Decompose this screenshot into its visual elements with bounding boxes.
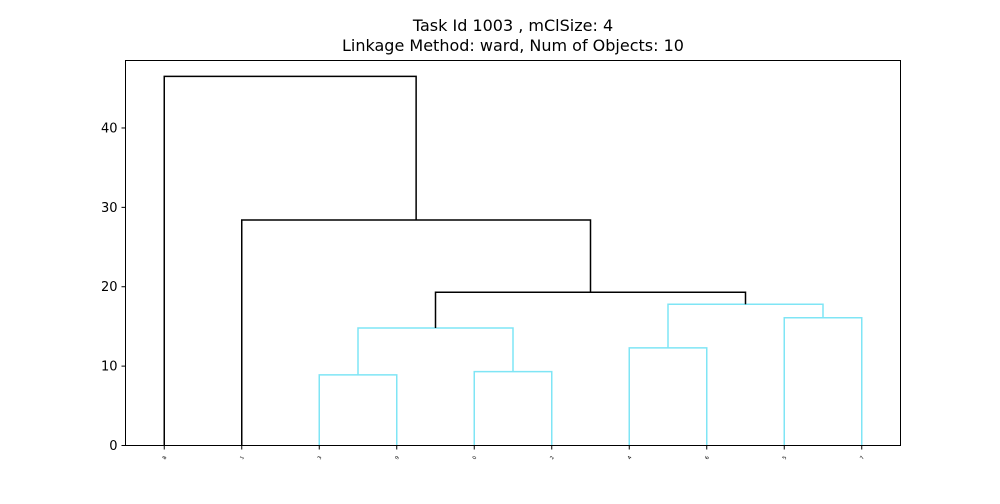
dendrogram-link [357,327,514,375]
dendrogram-link [241,219,592,446]
y-tick-label: 30 [101,201,118,216]
chart-title: Task Id 1003 , mClSize: 4 [412,16,613,35]
dendrogram-link [473,370,553,446]
leaf-label: 4 [627,455,634,461]
leaf-label: 0 [472,455,479,461]
leaf-label: 8 [162,455,169,461]
dendrogram-link [163,75,417,446]
dendrogram-links [163,75,863,446]
leaf-label: 9 [394,455,401,461]
chart-subtitle: Linkage Method: ward, Num of Objects: 10 [342,36,684,55]
y-tick-label: 20 [101,280,118,295]
y-tick-label: 10 [101,360,118,375]
dendrogram-link [628,347,708,446]
y-tick-label: 0 [109,439,117,454]
dendrogram-link [318,374,398,446]
leaf-label: 3 [317,455,324,461]
y-axis: 0 10 20 30 40 [101,121,126,454]
leaf-label: 6 [704,455,711,461]
dendrogram-link [434,291,747,329]
y-tick-label: 40 [101,121,118,136]
leaf-label: 7 [859,455,866,461]
leaf-label: 2 [549,455,556,461]
plot-frame [125,60,901,446]
leaf-label: 5 [782,455,789,461]
leaf-label: 1 [239,455,246,461]
dendrogram-link [667,303,824,348]
x-axis: 8 1 3 9 0 2 4 6 5 7 [162,445,866,461]
dendrogram-link [783,316,863,446]
